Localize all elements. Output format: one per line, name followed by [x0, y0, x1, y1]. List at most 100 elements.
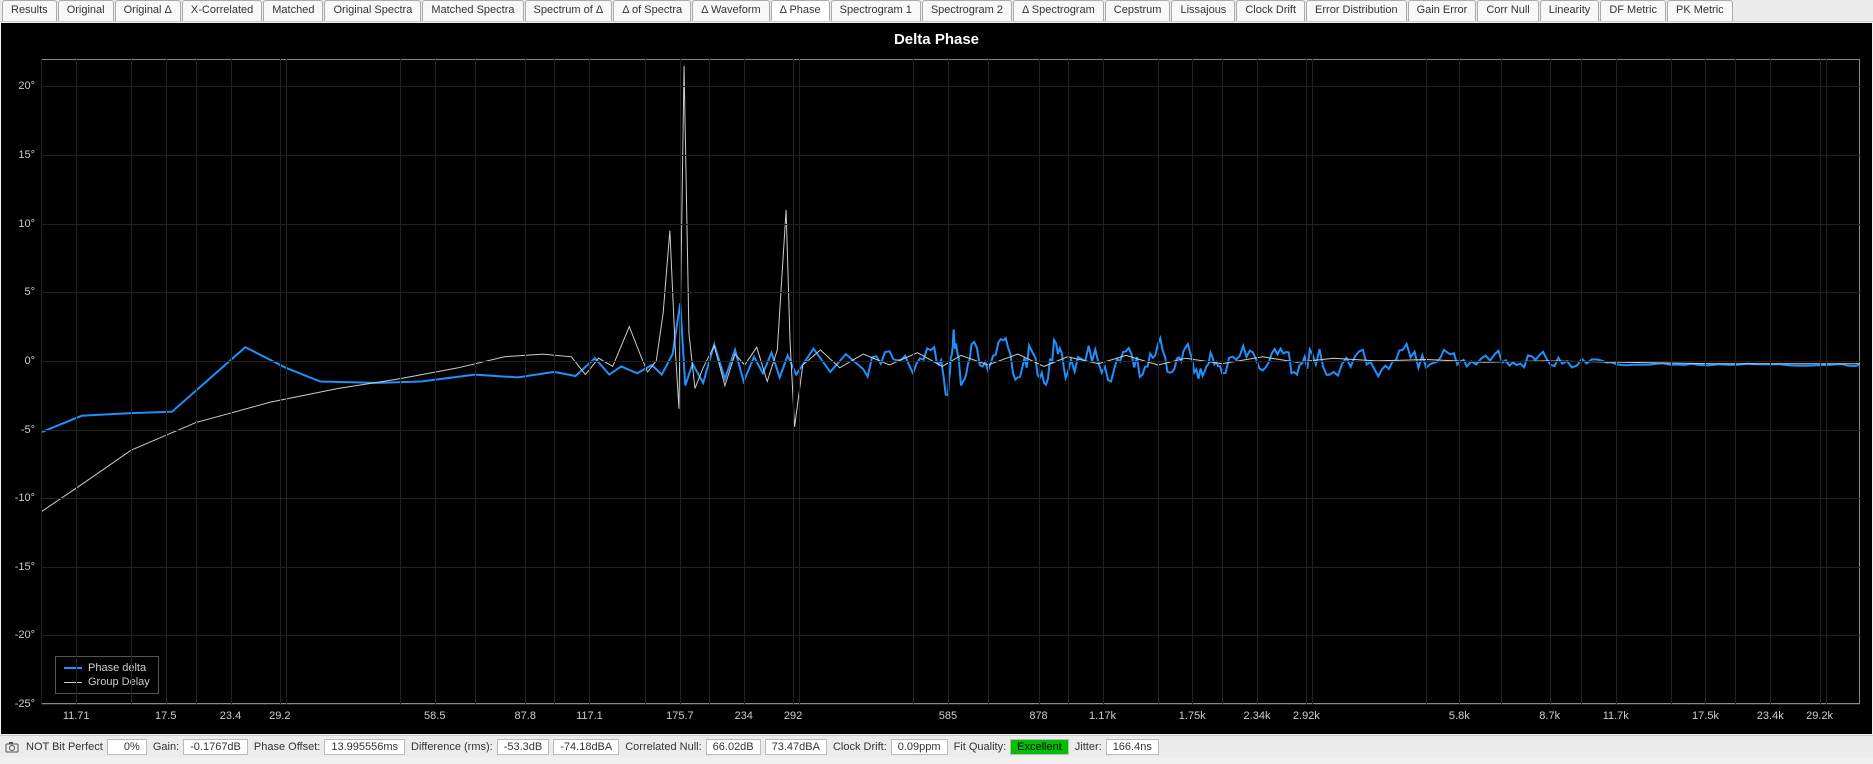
grid-line-h — [41, 155, 1860, 156]
tab-original-spectra[interactable]: Original Spectra — [324, 0, 421, 21]
grid-line-v — [280, 59, 281, 704]
grid-line-v — [988, 59, 989, 704]
tab-matched-spectra[interactable]: Matched Spectra — [422, 0, 523, 21]
x-tick-label: 2.34k — [1244, 704, 1271, 722]
tab--of-spectra[interactable]: Δ of Spectra — [613, 0, 691, 21]
fit-quality-value: Excellent — [1010, 739, 1069, 755]
legend-label: Group Delay — [88, 676, 150, 688]
tab-spectrogram-1[interactable]: Spectrogram 1 — [831, 0, 921, 21]
grid-line-v — [799, 59, 800, 704]
tab-spectrum-of-[interactable]: Spectrum of Δ — [525, 0, 613, 21]
grid-line-h — [41, 635, 1860, 636]
fit-quality-status: Fit Quality: Excellent — [954, 739, 1069, 755]
grid-line-v — [231, 59, 232, 704]
x-tick-label: 17.5k — [1692, 704, 1719, 722]
grid-line-v — [1426, 59, 1427, 704]
tab--spectrogram[interactable]: Δ Spectrogram — [1013, 0, 1104, 21]
jitter-label: Jitter: — [1075, 741, 1102, 753]
x-tick-label: 585 — [939, 704, 957, 722]
grid-line-v — [1222, 59, 1223, 704]
grid-line-v — [948, 59, 949, 704]
grid-line-h — [41, 86, 1860, 87]
grid-line-v — [475, 59, 476, 704]
x-tick-label: 234 — [735, 704, 753, 722]
grid-line-v — [286, 59, 287, 704]
grid-line-v — [1616, 59, 1617, 704]
phase-offset-label: Phase Offset: — [254, 741, 320, 753]
x-tick-label: 2.92k — [1293, 704, 1320, 722]
clock-drift-status: Clock Drift: 0.09ppm — [833, 739, 948, 755]
grid-line-v — [1158, 59, 1159, 704]
phase-offset-value: 13.995556ms — [324, 739, 405, 755]
legend-swatch — [64, 682, 82, 683]
grid-line-v — [793, 59, 794, 704]
series-group-delay — [41, 66, 1860, 512]
grid-line-v — [400, 59, 401, 704]
tab-matched[interactable]: Matched — [263, 0, 323, 21]
y-tick-label: 5° — [24, 286, 41, 298]
grid-line-h — [41, 361, 1860, 362]
jitter-value: 166.4ns — [1106, 739, 1159, 755]
grid-line-h — [41, 567, 1860, 568]
jitter-status: Jitter: 166.4ns — [1075, 739, 1159, 755]
grid-line-v — [744, 59, 745, 704]
legend: Phase delta Group Delay — [55, 656, 159, 694]
chart-area: Delta Phase Phase delta Group Delay -25° -… — [1, 23, 1872, 734]
tab-original-[interactable]: Original Δ — [115, 0, 181, 21]
grid-line-v — [131, 59, 132, 704]
grid-line-v — [1820, 59, 1821, 704]
x-tick-label: 23.4 — [220, 704, 241, 722]
y-tick-label: -25° — [15, 698, 41, 710]
camera-icon[interactable] — [4, 739, 20, 755]
tab-x-correlated[interactable]: X-Correlated — [182, 0, 262, 21]
corr-null-value2: 73.47dBA — [765, 739, 827, 755]
x-tick-label: 29.2 — [269, 704, 290, 722]
tab-linearity[interactable]: Linearity — [1540, 0, 1600, 21]
grid-line-v — [1705, 59, 1706, 704]
tab-pk-metric[interactable]: PK Metric — [1667, 0, 1733, 21]
grid-line-v — [1312, 59, 1313, 704]
tab--waveform[interactable]: Δ Waveform — [692, 0, 770, 21]
tab-original[interactable]: Original — [58, 0, 114, 21]
x-tick-label: 29.2k — [1806, 704, 1833, 722]
y-tick-label: -5° — [21, 424, 41, 436]
grid-line-v — [1068, 59, 1069, 704]
grid-line-h — [41, 292, 1860, 293]
grid-line-v — [1459, 59, 1460, 704]
x-tick-label: 1.17k — [1089, 704, 1116, 722]
grid-line-v — [435, 59, 436, 704]
tab-spectrogram-2[interactable]: Spectrogram 2 — [922, 0, 1012, 21]
difference-value1: -53.3dB — [497, 739, 550, 755]
grid-line-v — [1039, 59, 1040, 704]
phase-offset-status: Phase Offset: 13.995556ms — [254, 739, 405, 755]
plot-container[interactable]: Phase deltaGroup Delay -25°-20°-15°-10°-… — [41, 59, 1860, 704]
tab-df-metric[interactable]: DF Metric — [1600, 0, 1666, 21]
grid-line-v — [196, 59, 197, 704]
tab-cepstrum[interactable]: Cepstrum — [1105, 0, 1171, 21]
tab-clock-drift[interactable]: Clock Drift — [1236, 0, 1305, 21]
tab-gain-error[interactable]: Gain Error — [1408, 0, 1477, 21]
grid-line-v — [1501, 59, 1502, 704]
gain-value: -0.1767dB — [183, 739, 248, 755]
y-tick-label: -20° — [15, 629, 41, 641]
chart-title: Delta Phase — [1, 23, 1872, 52]
tab-results[interactable]: Results — [2, 0, 57, 21]
grid-line-h — [41, 224, 1860, 225]
grid-line-v — [1671, 59, 1672, 704]
x-tick-label: 175.7 — [666, 704, 694, 722]
grid-line-v — [1103, 59, 1104, 704]
grid-line-v — [1735, 59, 1736, 704]
x-tick-label: 878 — [1029, 704, 1047, 722]
tab-lissajous[interactable]: Lissajous — [1171, 0, 1235, 21]
tab-corr-null[interactable]: Corr Null — [1477, 0, 1538, 21]
grid-line-v — [589, 59, 590, 704]
grid-line-v — [1826, 59, 1827, 704]
grid-line-v — [1306, 59, 1307, 704]
x-tick-label: 5.8k — [1449, 704, 1470, 722]
grid-line-v — [1581, 59, 1582, 704]
legend-label: Phase delta — [88, 662, 146, 674]
tab-error-distribution[interactable]: Error Distribution — [1306, 0, 1407, 21]
legend-swatch — [64, 667, 82, 669]
grid-line-h — [41, 498, 1860, 499]
tab--phase[interactable]: Δ Phase — [771, 0, 830, 21]
